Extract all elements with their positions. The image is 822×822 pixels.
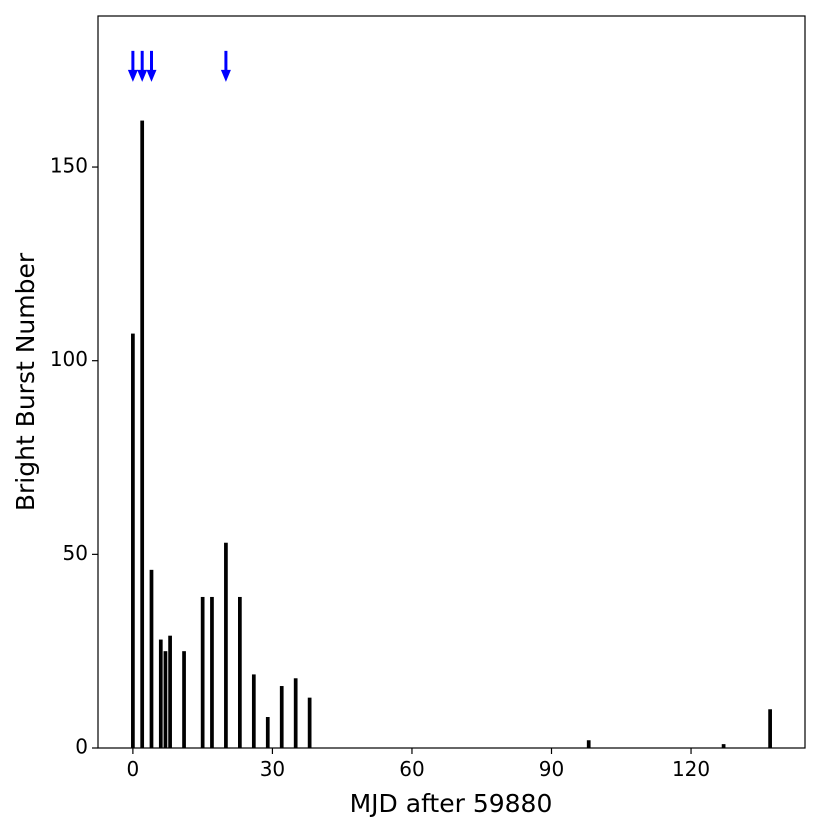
bar [210, 596, 214, 748]
bar [140, 120, 145, 749]
bar [768, 709, 772, 748]
plot-frame [97, 15, 806, 749]
x-tick-label: 30 [260, 757, 285, 781]
bar [238, 596, 242, 748]
bar [182, 651, 186, 748]
bar [293, 678, 298, 748]
x-tick-label: 120 [672, 757, 710, 781]
arrow [220, 50, 231, 82]
y-tick-label: 150 [50, 154, 88, 178]
bar [149, 569, 154, 748]
x-axis-label: MJD after 59880 [350, 789, 553, 818]
x-tick-label: 90 [539, 757, 564, 781]
arrow-head [137, 69, 148, 82]
y-tick-label: 50 [63, 541, 88, 565]
bar [131, 333, 135, 748]
arrow-head [127, 69, 138, 82]
x-tick-label: 0 [127, 757, 140, 781]
arrow [127, 50, 138, 82]
bar [168, 635, 172, 748]
arrow-head [146, 69, 157, 82]
y-tick-label: 0 [75, 735, 88, 759]
arrow [146, 50, 157, 82]
bar [586, 740, 591, 748]
bar [721, 744, 726, 748]
y-tick-label: 100 [50, 347, 88, 371]
arrow [137, 50, 148, 82]
bar [265, 717, 270, 748]
bar [158, 639, 163, 748]
bar [224, 542, 228, 748]
bar [307, 697, 312, 748]
bar [200, 596, 205, 748]
arrow-head [220, 69, 231, 82]
x-tick-label: 60 [399, 757, 424, 781]
y-axis-label: Bright Burst Number [11, 252, 40, 511]
bar [251, 674, 256, 748]
bar [279, 686, 284, 748]
bar [163, 651, 168, 748]
